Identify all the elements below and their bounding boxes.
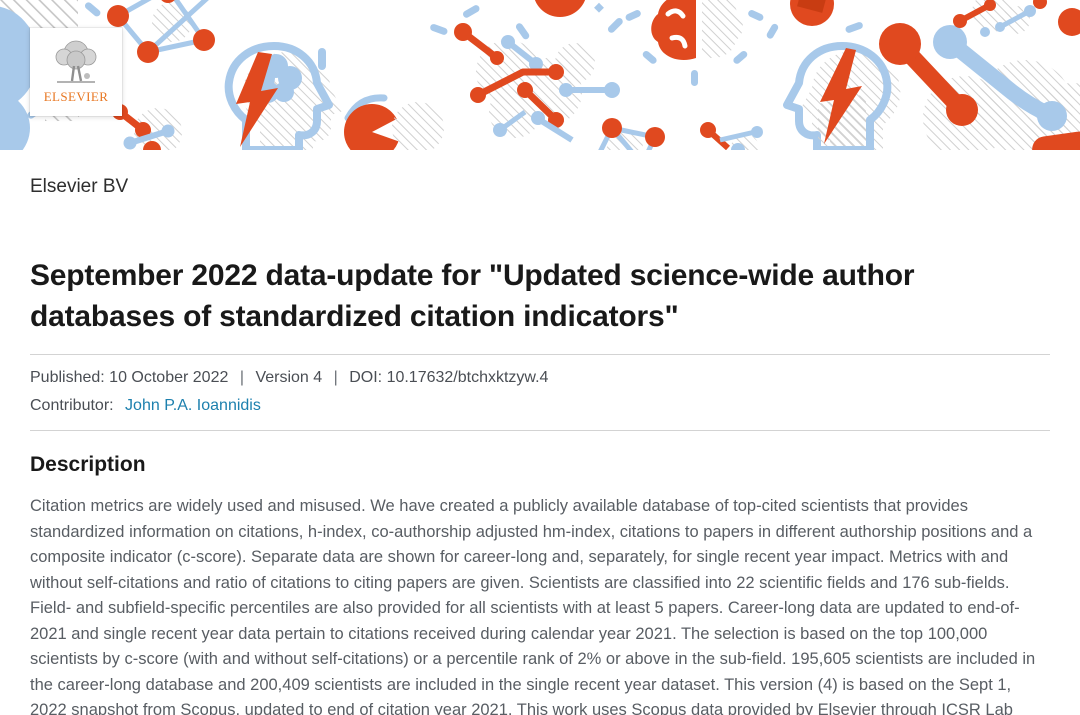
elsevier-logo-text: ELSEVIER: [43, 88, 109, 104]
publisher-name: Elsevier BV: [30, 176, 129, 197]
network-graph-icon: [598, 118, 665, 150]
pie-shape-icon: [344, 94, 444, 150]
contributor-link[interactable]: John P.A. Ioannidis: [125, 397, 261, 414]
contributor-row: Contributor: John P.A. Ioannidis: [30, 392, 1050, 420]
head-lightning-icon: [229, 46, 343, 150]
description-heading: Description: [30, 453, 146, 476]
brain-icon: [625, 0, 764, 86]
head-lightning-icon: [787, 46, 901, 150]
circuit-icon: [953, 0, 1047, 37]
elsevier-tree-icon: [55, 40, 97, 83]
circuit-icon: [112, 104, 182, 150]
published-label: Published:: [30, 369, 105, 386]
head-silhouette-icon: [0, 6, 38, 150]
meta-section: Published: 10 October 2022 | Version 4 |…: [30, 354, 1050, 431]
circuit-cluster-icon: [454, 23, 620, 143]
doi-value: 10.17632/btchxktzyw.4: [386, 369, 549, 386]
banner-art: [0, 0, 1080, 150]
description-text: Citation metrics are widely used and mis…: [30, 497, 1036, 715]
published-row: Published: 10 October 2022 | Version 4 |…: [30, 364, 1050, 392]
dumbbell-icon: [933, 25, 1067, 131]
capsule-decor-icon: [1032, 131, 1080, 150]
dataset-page-content: Elsevier BV September 2022 data-update f…: [0, 176, 1080, 715]
banner: ELSEVIER: [0, 0, 1080, 150]
circuit-icon: [700, 122, 763, 150]
published-date: 10 October 2022: [109, 369, 229, 386]
elsevier-logo[interactable]: ELSEVIER: [30, 28, 122, 116]
dash-decor-icon: [27, 2, 863, 119]
blob-decor-icon: [790, 0, 834, 26]
dataset-title: September 2022 data-update for "Updated …: [30, 259, 915, 333]
version-badge: Version 4: [255, 369, 323, 386]
meta-separator: |: [239, 369, 244, 386]
dumbbell-icon: [879, 23, 978, 126]
doi-label: DOI:: [349, 369, 383, 386]
dot-decor-icon: [1058, 8, 1080, 36]
meta-separator: |: [333, 369, 338, 386]
network-graph-icon: [107, 0, 215, 63]
contributor-label: Contributor:: [30, 397, 114, 414]
sun-decor-icon: [534, 0, 586, 17]
